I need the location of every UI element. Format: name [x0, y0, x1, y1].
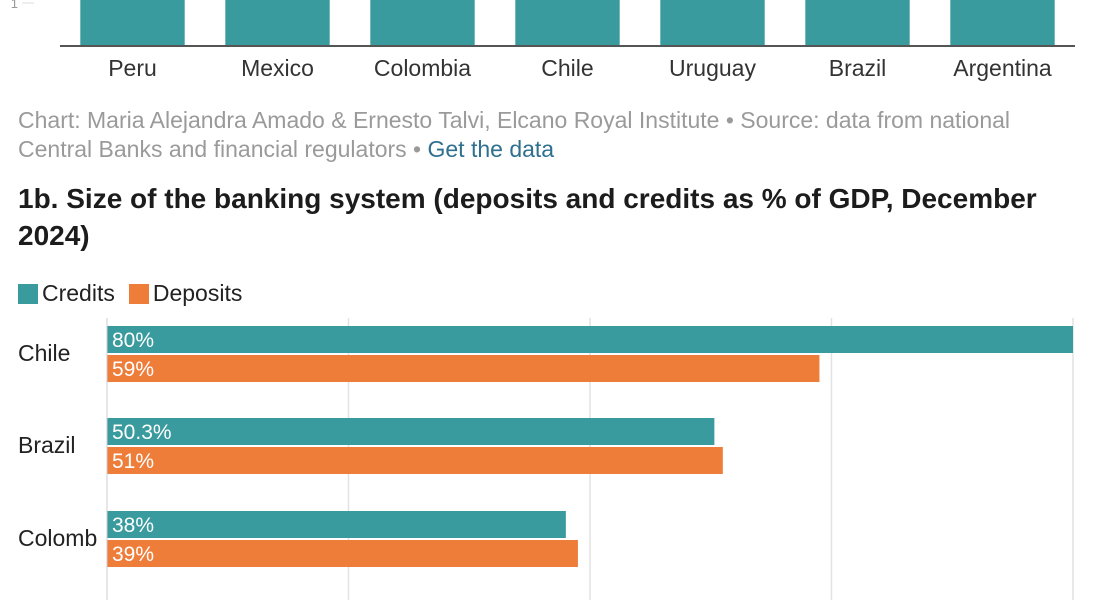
bar-credits-0: [107, 326, 1073, 353]
x-tick-label-uruguay: Uruguay: [669, 55, 756, 81]
legend-item-deposits: Deposits: [128, 280, 243, 307]
data-label-credits-1: 50.3%: [112, 421, 172, 444]
bar-brazil: [805, 0, 910, 46]
legend-item-credits: Credits: [18, 280, 115, 307]
chart-1a-partial: 1 Peru Mexico Colombia Chile Uruguay Brazil Arg…: [0, 0, 1095, 95]
bar-colombia: [370, 0, 475, 46]
bar-argentina: [950, 0, 1055, 46]
x-tick-label-chile: Chile: [541, 55, 593, 81]
caption-text: Chart: Maria Alejandra Amado & Ernesto T…: [18, 107, 1011, 162]
category-label-1: Brazil: [18, 432, 76, 458]
category-label-2: Colomb: [18, 525, 97, 551]
bar-deposits-2: [107, 540, 578, 567]
chart-title: 1b. Size of the banking system (deposits…: [18, 183, 1037, 251]
get-the-data-link[interactable]: Get the data: [427, 136, 555, 162]
legend-swatch-deposits: [128, 283, 149, 304]
x-tick-label-peru: Peru: [108, 55, 157, 81]
data-label-deposits-1: 51%: [112, 450, 154, 473]
data-label-credits-0: 80%: [112, 329, 154, 352]
legend-label-credits: Credits: [42, 280, 115, 306]
x-tick-label-mexico: Mexico: [241, 55, 314, 81]
category-label-0: Chile: [18, 340, 70, 366]
x-tick-label-argentina: Argentina: [953, 55, 1052, 81]
data-label-deposits-0: 59%: [112, 358, 154, 381]
x-tick-label-colombia: Colombia: [374, 55, 471, 81]
x-tick-label-brazil: Brazil: [829, 55, 887, 81]
chart-1a-svg: 1 Peru Mexico Colombia Chile Uruguay Brazil Arg…: [11, 0, 1075, 81]
bar-mexico: [225, 0, 330, 46]
legend-swatch-credits: [18, 283, 38, 304]
bar-uruguay: [660, 0, 765, 46]
bar-deposits-0: [107, 355, 820, 382]
bar-credits-2: [107, 511, 566, 538]
data-label-credits-2: 38%: [112, 514, 154, 537]
bar-chile: [515, 0, 620, 46]
data-label-deposits-2: 39%: [112, 543, 154, 566]
bar-deposits-1: [107, 447, 723, 474]
chart-legend: Credits Deposits: [18, 280, 256, 307]
chart-1b-svg: Chile 80% 59% Brazil 50.3% 51% Colomb 38% 39%: [18, 318, 1074, 600]
legend-label-deposits: Deposits: [152, 280, 243, 306]
chart-caption: Chart: Maria Alejandra Amado & Ernesto T…: [18, 106, 1058, 164]
bar-peru: [80, 0, 185, 46]
y-tick-label: 1: [11, 0, 18, 11]
bar-credits-1: [107, 418, 715, 445]
chart-1b: Chile 80% 59% Brazil 50.3% 51% Colomb 38% 39%: [0, 318, 1095, 600]
